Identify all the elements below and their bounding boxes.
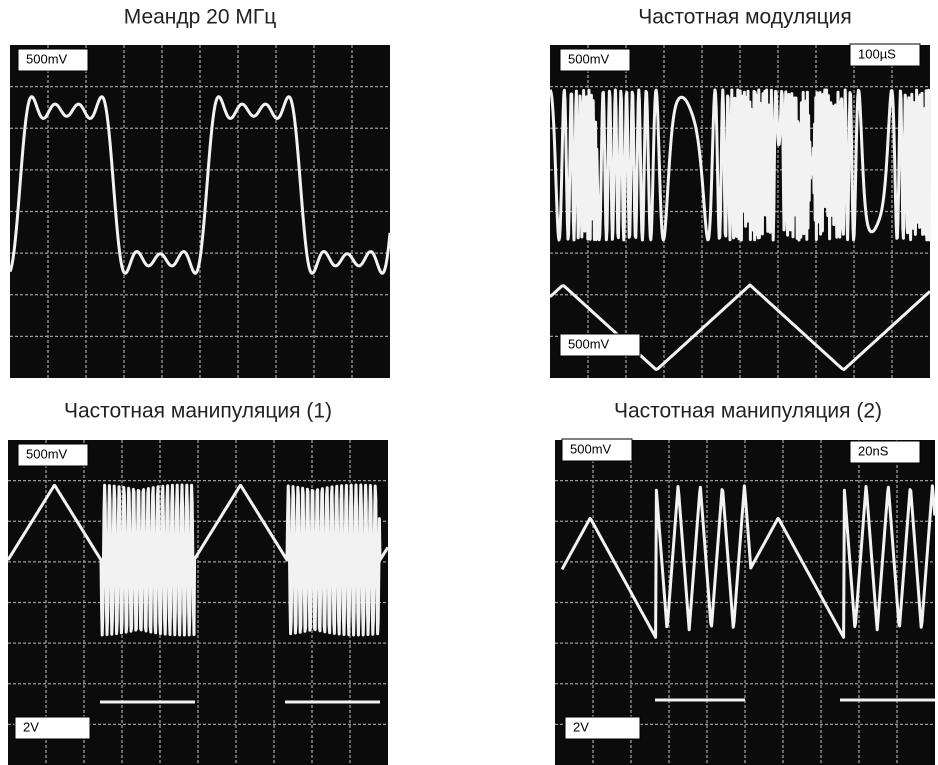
scale-label: 500mV <box>568 336 610 351</box>
scale-label: 500mV <box>570 441 612 456</box>
scope-screen <box>10 45 390 378</box>
labels: 500mV 500mV 100µS 500mV 500mV 2V 500mV 20nS 2V <box>14 43 921 740</box>
panel-title: Частотная модуляция <box>638 6 852 29</box>
label-box <box>17 48 89 72</box>
panel-title: Меандр 20 МГц <box>124 6 277 29</box>
label-box <box>559 333 641 357</box>
label-box <box>849 43 921 67</box>
scale-label: 100µS <box>858 46 896 61</box>
label-box <box>17 443 89 467</box>
scale-label: 2V <box>573 719 589 734</box>
waveform <box>548 283 932 371</box>
waveform <box>548 88 932 242</box>
waveform <box>6 483 390 637</box>
label-box <box>561 438 633 462</box>
label-box <box>14 716 91 740</box>
panel-title: Частотная манипуляция (1) <box>64 400 332 423</box>
label-box <box>849 440 921 464</box>
label-box <box>564 716 641 740</box>
scale-label: 500mV <box>26 51 68 66</box>
screens <box>6 45 937 765</box>
waveform <box>8 95 392 275</box>
scale-label: 500mV <box>26 446 68 461</box>
scale-label: 500mV <box>568 51 610 66</box>
label-box <box>559 48 631 72</box>
scale-label: 20nS <box>858 443 889 458</box>
panel-title: Частотная манипуляция (2) <box>614 400 882 423</box>
waveform <box>560 484 937 639</box>
scale-label: 2V <box>23 719 39 734</box>
